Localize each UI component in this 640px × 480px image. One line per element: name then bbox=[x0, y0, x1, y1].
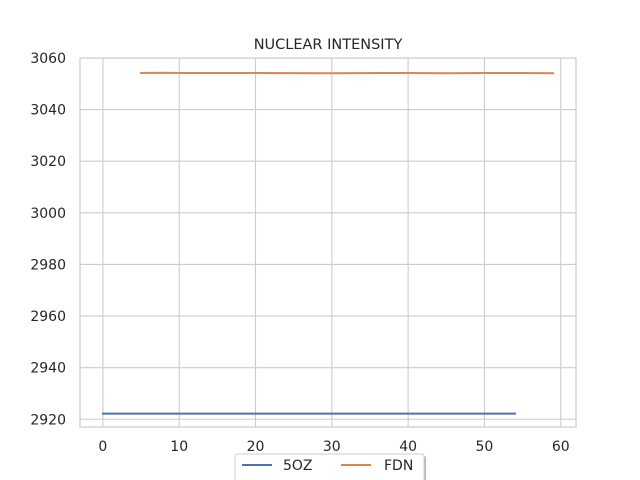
y-tick-label: 3040 bbox=[30, 103, 66, 119]
y-tick-label: 2920 bbox=[30, 412, 66, 428]
x-tick-label: 30 bbox=[323, 439, 341, 455]
y-tick-label: 2940 bbox=[30, 361, 66, 377]
chart-title: NUCLEAR INTENSITY bbox=[254, 37, 403, 53]
y-tick-label: 2980 bbox=[30, 257, 66, 273]
y-axis-ticks: 2920 2940 2960 2980 3000 3020 3040 3060 bbox=[30, 51, 66, 428]
y-tick-label: 2960 bbox=[30, 309, 66, 325]
x-tick-label: 60 bbox=[552, 439, 570, 455]
legend-label-0: 5OZ bbox=[283, 458, 313, 474]
plot-frame bbox=[79, 57, 577, 428]
x-tick-label: 10 bbox=[170, 439, 188, 455]
series-line-1 bbox=[140, 71, 555, 75]
legend: 5OZ FDN bbox=[234, 453, 426, 480]
x-tick-label: 40 bbox=[399, 439, 417, 455]
series-lines bbox=[101, 71, 555, 415]
grid bbox=[80, 57, 576, 427]
x-tick-label: 0 bbox=[98, 439, 107, 455]
y-tick-label: 3060 bbox=[30, 51, 66, 67]
y-tick-label: 3000 bbox=[30, 206, 66, 222]
legend-box bbox=[234, 453, 425, 480]
x-tick-label: 50 bbox=[476, 439, 494, 455]
y-tick-label: 3020 bbox=[30, 154, 66, 170]
x-axis-ticks: 0 10 20 30 40 50 60 bbox=[98, 439, 569, 455]
legend-label-1: FDN bbox=[384, 458, 413, 474]
x-tick-label: 20 bbox=[247, 439, 265, 455]
